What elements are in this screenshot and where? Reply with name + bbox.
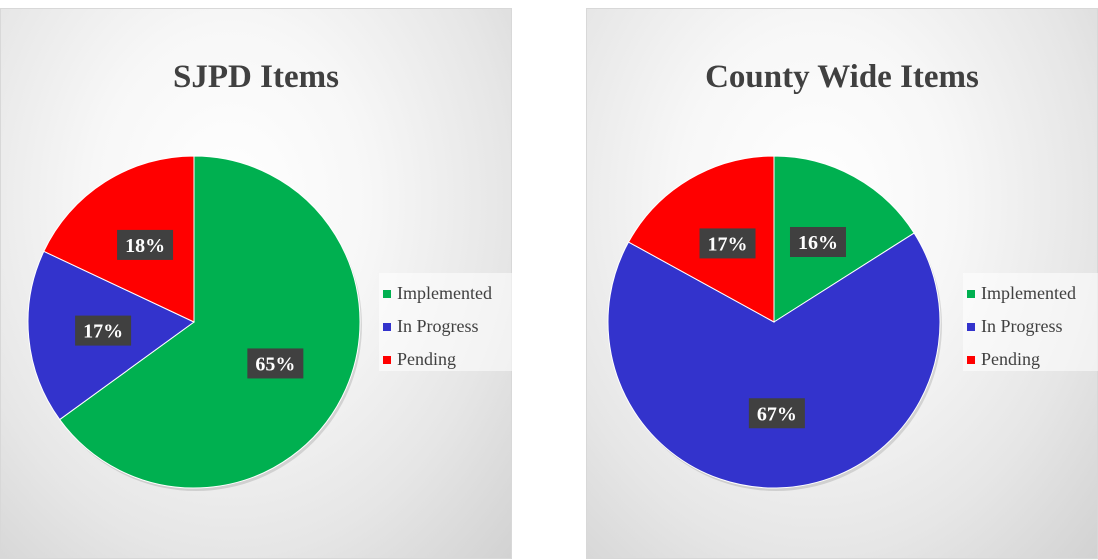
data-label-text: 67% <box>757 403 797 425</box>
legend-label: Pending <box>397 349 457 369</box>
chart-title: County Wide Items <box>705 59 979 95</box>
legend-item-implemented: Implemented <box>967 277 1095 310</box>
data-label-implemented: 65% <box>247 348 304 379</box>
chart-panel-sjpd: SJPD Items 65% 17% 18% Implemented In Prog… <box>0 8 515 559</box>
chart-title: SJPD Items <box>173 59 339 95</box>
legend-item-in-progress: In Progress <box>383 310 511 343</box>
legend-label: In Progress <box>981 316 1063 336</box>
chart-panel-county-wide: County Wide Items 16% 67% 17% Implemented … <box>586 8 1098 559</box>
data-label-box <box>748 398 805 429</box>
data-label-text: 18% <box>125 235 165 257</box>
legend-item-pending: Pending <box>383 343 511 376</box>
data-label-in-progress: 67% <box>748 398 805 429</box>
legend-swatch <box>383 322 391 331</box>
pie-chart: 65% 17% 18% <box>27 155 362 491</box>
data-label-text: 65% <box>255 353 295 375</box>
legend-label: Pending <box>981 349 1041 369</box>
legend-swatch <box>383 289 391 298</box>
legend: Implemented In Progress Pending <box>963 273 1098 371</box>
legend-label: Implemented <box>981 283 1076 303</box>
legend-label: In Progress <box>397 316 479 336</box>
data-label-box <box>789 226 846 257</box>
legend-item-implemented: Implemented <box>383 277 511 310</box>
legend-item-in-progress: In Progress <box>967 310 1095 343</box>
data-label-text: 17% <box>83 321 123 343</box>
legend-item-pending: Pending <box>967 343 1095 376</box>
legend-swatch <box>967 289 975 298</box>
data-label-in-progress: 17% <box>75 315 132 346</box>
data-label-box <box>699 228 756 259</box>
data-label-implemented: 16% <box>789 226 846 257</box>
data-label-pending: 18% <box>117 229 174 260</box>
data-label-text: 16% <box>798 232 838 254</box>
pie-slice-implemented <box>59 155 361 489</box>
legend-swatch <box>967 322 975 331</box>
data-label-box <box>75 315 132 346</box>
data-label-pending: 17% <box>699 228 756 259</box>
legend-label: Implemented <box>397 283 492 303</box>
legend-swatch <box>967 355 975 364</box>
data-label-box <box>117 229 174 260</box>
pie-slice-in-progress <box>607 232 941 489</box>
data-label-box <box>247 348 304 379</box>
legend-swatch <box>383 355 391 364</box>
data-label-text: 17% <box>708 233 748 255</box>
legend: Implemented In Progress Pending <box>379 273 515 371</box>
pie-chart: 16% 67% 17% <box>607 155 942 491</box>
